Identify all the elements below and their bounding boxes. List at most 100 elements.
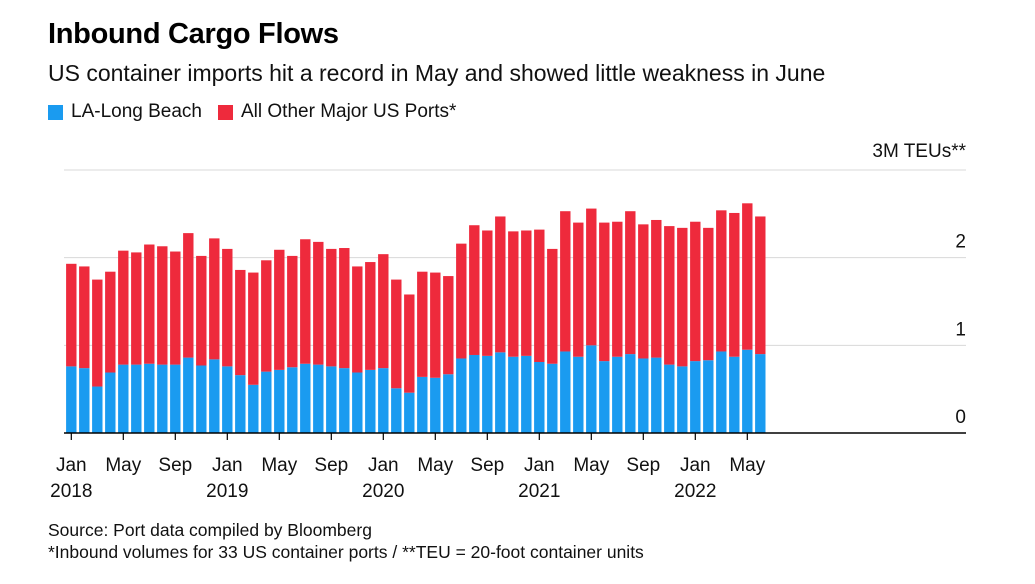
bar-la-long-beach bbox=[469, 354, 480, 433]
bar-la-long-beach bbox=[157, 364, 168, 433]
bar-other-ports bbox=[209, 238, 220, 360]
bar-other-ports bbox=[430, 272, 441, 378]
bar-other-ports bbox=[625, 211, 636, 355]
x-tick-month-label: May bbox=[729, 455, 765, 476]
bar-la-long-beach bbox=[638, 358, 649, 433]
bar-la-long-beach bbox=[417, 376, 428, 433]
bar-other-ports bbox=[274, 249, 285, 370]
bar-other-ports bbox=[222, 248, 233, 367]
bar-other-ports bbox=[599, 222, 610, 362]
x-tick-month-label: Sep bbox=[470, 455, 504, 476]
bar-other-ports bbox=[144, 244, 155, 364]
bar-la-long-beach bbox=[508, 356, 519, 433]
source-note: Source: Port data compiled by Bloomberg bbox=[48, 520, 372, 540]
bar-other-ports bbox=[703, 227, 714, 361]
bar-other-ports bbox=[521, 230, 532, 356]
legend-label-other-ports: All Other Major US Ports* bbox=[241, 101, 457, 122]
bar-other-ports bbox=[547, 248, 558, 364]
bar-la-long-beach bbox=[404, 392, 415, 433]
bar-la-long-beach bbox=[599, 361, 610, 433]
x-tick-month-label: May bbox=[573, 455, 609, 476]
bar-other-ports bbox=[755, 216, 766, 355]
bar-other-ports bbox=[638, 224, 649, 359]
x-tick-month-label: Jan bbox=[56, 455, 87, 476]
bar-other-ports bbox=[300, 239, 311, 364]
x-tick-month-label: May bbox=[105, 455, 141, 476]
bar-la-long-beach bbox=[105, 372, 116, 433]
bar-la-long-beach bbox=[170, 364, 181, 433]
chart-subtitle: US container imports hit a record in May… bbox=[48, 60, 826, 86]
bar-other-ports bbox=[118, 250, 129, 365]
x-tick-month-label: May bbox=[261, 455, 297, 476]
legend-swatch-la-long-beach bbox=[48, 104, 63, 120]
bar-other-ports bbox=[573, 222, 584, 357]
bar-other-ports bbox=[586, 208, 597, 346]
x-tick-month-label: Sep bbox=[626, 455, 660, 476]
x-tick-month-label: May bbox=[417, 455, 453, 476]
bar-other-ports bbox=[508, 231, 519, 357]
x-tick-month-label: Sep bbox=[158, 455, 192, 476]
bar-other-ports bbox=[352, 266, 363, 373]
bar-la-long-beach bbox=[261, 371, 272, 433]
bar-other-ports bbox=[326, 248, 337, 367]
bar-other-ports bbox=[560, 211, 571, 352]
bar-la-long-beach bbox=[183, 357, 194, 433]
bar-other-ports bbox=[196, 255, 207, 366]
bar-la-long-beach bbox=[547, 363, 558, 433]
bar-other-ports bbox=[248, 272, 259, 385]
bar-other-ports bbox=[365, 262, 376, 370]
x-tick-month-label: Jan bbox=[524, 455, 555, 476]
bar-other-ports bbox=[417, 271, 428, 377]
bar-la-long-beach bbox=[534, 361, 545, 433]
bar-la-long-beach bbox=[677, 366, 688, 433]
bar-la-long-beach bbox=[378, 368, 389, 433]
chart-title: Inbound Cargo Flows bbox=[48, 18, 339, 50]
bar-la-long-beach bbox=[560, 351, 571, 433]
x-tick-year-label: 2022 bbox=[674, 481, 716, 502]
bar-other-ports bbox=[79, 266, 90, 369]
bar-la-long-beach bbox=[144, 363, 155, 433]
legend-item-other-ports: All Other Major US Ports* bbox=[218, 101, 456, 123]
bar-la-long-beach bbox=[79, 368, 90, 433]
bar-other-ports bbox=[690, 221, 701, 362]
bar-la-long-beach bbox=[326, 366, 337, 433]
x-tick-month-label: Jan bbox=[680, 455, 711, 476]
bar-la-long-beach bbox=[287, 367, 298, 433]
bar-la-long-beach bbox=[209, 359, 220, 433]
bar-other-ports bbox=[495, 216, 506, 353]
bar-other-ports bbox=[729, 212, 740, 357]
bar-la-long-beach bbox=[391, 388, 402, 433]
bar-other-ports bbox=[534, 229, 545, 362]
bar-la-long-beach bbox=[66, 366, 77, 433]
footnotes: Source: Port data compiled by Bloomberg … bbox=[48, 519, 644, 563]
bar-other-ports bbox=[261, 260, 272, 372]
bar-la-long-beach bbox=[690, 361, 701, 433]
bar-la-long-beach bbox=[573, 356, 584, 433]
bar-la-long-beach bbox=[352, 372, 363, 433]
bar-la-long-beach bbox=[339, 368, 350, 433]
bar-la-long-beach bbox=[456, 358, 467, 433]
bar-other-ports bbox=[287, 255, 298, 368]
bar-la-long-beach bbox=[612, 356, 623, 433]
x-tick-year-label: 2018 bbox=[50, 481, 92, 502]
x-tick-year-label: 2019 bbox=[206, 481, 248, 502]
bar-other-ports bbox=[66, 263, 77, 367]
bar-la-long-beach bbox=[274, 369, 285, 433]
bar-la-long-beach bbox=[196, 365, 207, 433]
bar-la-long-beach bbox=[300, 363, 311, 433]
y-unit-label: 3M TEUs** bbox=[872, 141, 966, 162]
legend: LA-Long Beach All Other Major US Ports* bbox=[48, 101, 472, 123]
y-tick-label: 2 bbox=[955, 232, 966, 253]
x-tick-year-label: 2021 bbox=[518, 481, 560, 502]
bar-la-long-beach bbox=[222, 366, 233, 433]
axis-labels: 3M TEUs** 0 1 2 Jan 2018 May Sep Jan 2019 May Sep J… bbox=[50, 141, 966, 502]
bars bbox=[66, 203, 766, 433]
bar-la-long-beach bbox=[235, 375, 246, 433]
bar-la-long-beach bbox=[664, 364, 675, 433]
bar-other-ports bbox=[404, 294, 415, 393]
bar-la-long-beach bbox=[92, 386, 103, 433]
bar-other-ports bbox=[339, 248, 350, 369]
bar-la-long-beach bbox=[443, 374, 454, 433]
bar-la-long-beach bbox=[430, 377, 441, 433]
legend-swatch-other-ports bbox=[218, 104, 233, 120]
